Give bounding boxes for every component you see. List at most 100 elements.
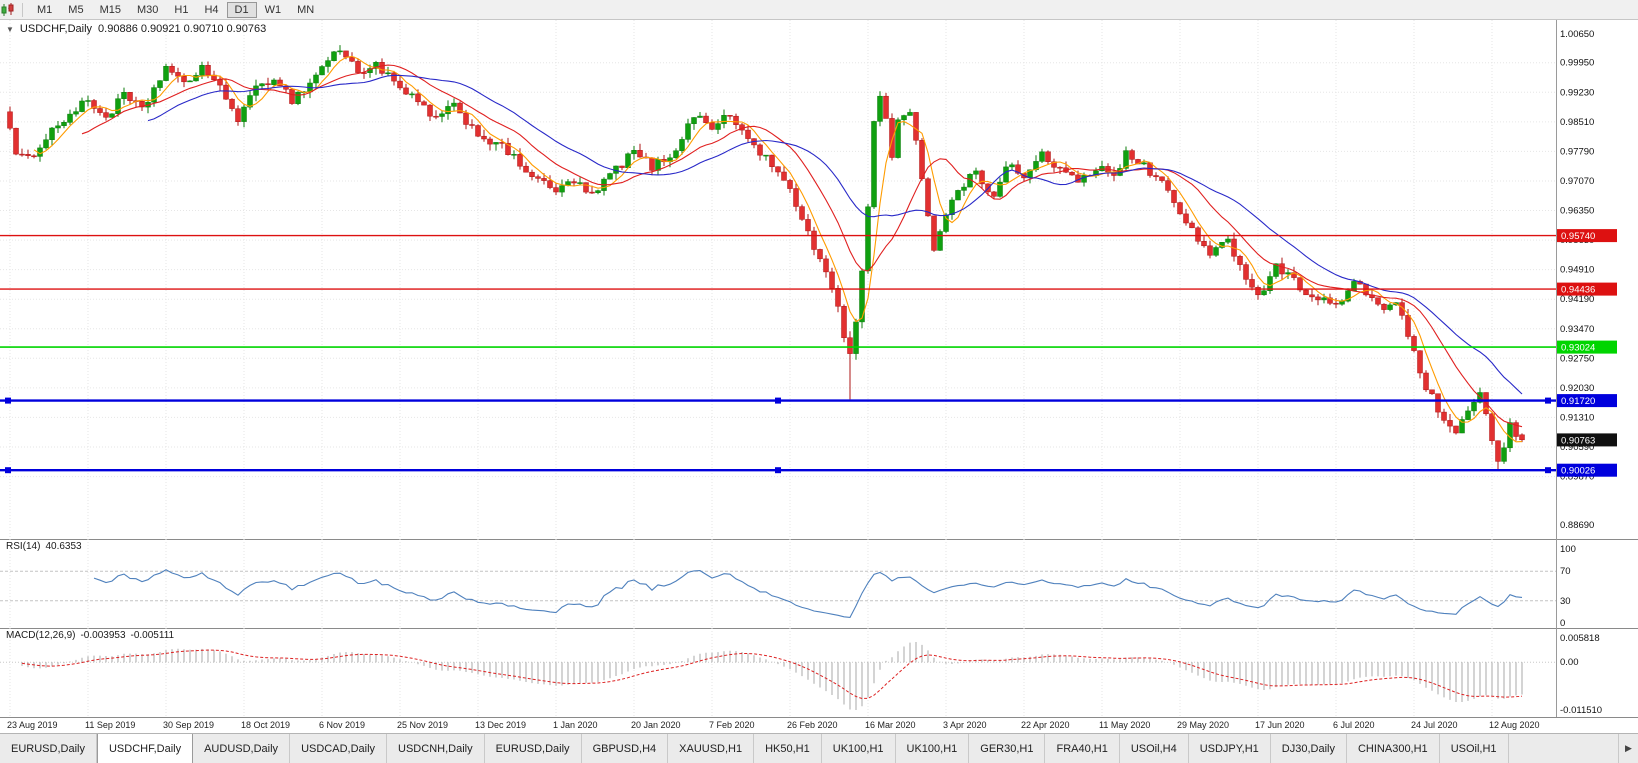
macd-panel[interactable]: 0.005818 0.00 -0.011510	[0, 628, 1638, 717]
chart-tab-XAUUSD-H1[interactable]: XAUUSD,H1	[668, 734, 755, 763]
macd-signal-value: -0.005111	[130, 630, 175, 641]
date-label: 26 Feb 2020	[787, 720, 838, 730]
chart-symbol-label: USDCHF,Daily	[19, 23, 93, 35]
price-badge: 0.95740	[1557, 229, 1617, 243]
price-axis-label: 0.93470	[1560, 324, 1594, 335]
timeframe-button-M5[interactable]: M5	[68, 3, 84, 16]
rsi-current-value: 40.6353	[45, 541, 82, 552]
date-label: 20 Jan 2020	[631, 720, 681, 730]
macd-axis-label: 0.00	[1560, 657, 1579, 668]
tab-scroll-right-button[interactable]: ▶	[1618, 734, 1638, 763]
date-label: 23 Aug 2019	[7, 720, 58, 730]
rsi-name: RSI(14)	[6, 541, 41, 552]
ma-slow-line	[147, 74, 1523, 395]
svg-text:0.95740: 0.95740	[1561, 231, 1595, 242]
rsi-line	[93, 569, 1523, 618]
rsi-axis-label: 70	[1560, 566, 1571, 577]
date-label: 6 Nov 2019	[319, 720, 366, 730]
line-handle[interactable]	[5, 397, 11, 404]
macd-indicator-label: MACD(12,26,9) -0.003953 -0.005111	[6, 630, 174, 641]
timeframe-button-M1[interactable]: M1	[37, 3, 53, 16]
macd-axis-label: -0.011510	[1560, 705, 1602, 716]
price-badge: 0.93024	[1557, 340, 1617, 354]
chart-tab-FRA40-H1[interactable]: FRA40,H1	[1045, 734, 1120, 763]
date-label: 22 Apr 2020	[1021, 720, 1070, 730]
chart-tab-EURUSD-Daily[interactable]: EURUSD,Daily	[485, 734, 582, 763]
date-label: 30 Sep 2019	[163, 720, 215, 730]
macd-histogram	[21, 642, 1523, 710]
date-label: 12 Aug 2020	[1489, 720, 1540, 730]
chart-tab-CHINA300-H1[interactable]: CHINA300,H1	[1347, 734, 1440, 763]
date-label: 3 Apr 2020	[943, 720, 987, 730]
expand-triangle-icon[interactable]: ▼	[6, 24, 14, 34]
main-price-chart[interactable]: 1.00650 0.99950 0.99230 0.98510 0.97790 0.970…	[0, 20, 1638, 539]
chart-tab-USDCHF-Daily[interactable]: USDCHF,Daily	[96, 734, 194, 763]
line-handle[interactable]	[775, 467, 781, 474]
price-axis[interactable]: 1.00650 0.99950 0.99230 0.98510 0.97790 0.970…	[1556, 20, 1595, 539]
macd-name: MACD(12,26,9)	[6, 630, 76, 641]
line-handle[interactable]	[1545, 397, 1551, 404]
macd-current-value: -0.003953	[80, 630, 126, 641]
price-axis-label: 0.97790	[1560, 146, 1594, 157]
candlestick-series	[7, 45, 1525, 470]
chart-tab-UK100-H1[interactable]: UK100,H1	[822, 734, 896, 763]
chart-tab-GBPUSD-H4[interactable]: GBPUSD,H4	[582, 734, 669, 763]
price-badge: 0.90026	[1557, 463, 1617, 477]
price-axis-label: 0.98510	[1560, 117, 1594, 128]
candlestick-chart-icon	[1, 2, 14, 16]
date-label: 17 Jun 2020	[1255, 720, 1305, 730]
price-badges: 0.95740 0.94436 0.93024 0.91720 0.90026 0.907…	[1557, 229, 1617, 477]
date-label: 11 Sep 2019	[85, 720, 136, 730]
chart-tab-USOil-H1[interactable]: USOil,H1	[1440, 734, 1509, 763]
line-handle[interactable]	[5, 467, 11, 474]
price-axis-label: 0.90590	[1560, 442, 1594, 453]
date-label: 18 Oct 2019	[241, 720, 291, 730]
price-axis-label: 0.94910	[1560, 265, 1594, 276]
svg-text:0.91720: 0.91720	[1561, 396, 1595, 407]
date-label: 1 Jan 2020	[553, 720, 598, 730]
chart-tab-USDCNH-Daily[interactable]: USDCNH,Daily	[387, 734, 485, 763]
date-label: 6 Jul 2020	[1333, 720, 1375, 730]
chart-tab-HK50-H1[interactable]: HK50,H1	[754, 734, 822, 763]
timeframe-button-M30[interactable]: M30	[136, 3, 159, 16]
chart-tab-GER30-H1[interactable]: GER30,H1	[969, 734, 1046, 763]
date-label: 16 Mar 2020	[865, 720, 916, 730]
svg-text:0.90026: 0.90026	[1561, 466, 1595, 477]
price-axis-label: 0.94190	[1560, 294, 1594, 305]
chart-tab-USDJPY-H1[interactable]: USDJPY,H1	[1189, 734, 1271, 763]
hline-0.91720[interactable]	[0, 397, 1556, 404]
price-axis-label: 0.92750	[1560, 353, 1594, 364]
timeframe-button-M15[interactable]: M15	[99, 3, 121, 16]
price-axis-label: 0.88690	[1560, 520, 1594, 531]
price-axis-label: 0.99230	[1560, 87, 1594, 98]
date-label: 11 May 2020	[1099, 720, 1151, 730]
time-axis[interactable]: 23 Aug 2019 11 Sep 2019 30 Sep 2019 18 Oct …	[0, 717, 1638, 733]
timeframe-toolbar: ▾ M1 M5 M15 M30 H1 H4 D1 W1 MN	[0, 0, 1638, 20]
price-axis-label: 1.00650	[1560, 29, 1594, 40]
timeframe-button-D1[interactable]: D1	[226, 1, 257, 18]
hline-0.90026[interactable]	[0, 467, 1556, 474]
price-badge: 0.94436	[1557, 282, 1617, 296]
rsi-panel[interactable]: 100 70 30 0	[0, 539, 1638, 628]
chart-tab-USOil-H4[interactable]: USOil,H4	[1120, 734, 1189, 763]
timeframe-button-H4[interactable]: H4	[204, 3, 219, 16]
chart-tab-EURUSD-Daily[interactable]: EURUSD,Daily	[0, 734, 97, 763]
timeframe-button-MN[interactable]: MN	[297, 3, 315, 16]
chart-tab-AUDUSD-Daily[interactable]: AUDUSD,Daily	[193, 734, 291, 763]
line-handle[interactable]	[1545, 467, 1551, 474]
svg-text:0.93024: 0.93024	[1561, 343, 1595, 354]
line-handle[interactable]	[775, 397, 781, 404]
timeframe-button-H1[interactable]: H1	[174, 3, 189, 16]
svg-text:0.94436: 0.94436	[1561, 285, 1595, 296]
price-axis-label: 0.97070	[1560, 176, 1594, 187]
chart-tab-DJ30-Daily[interactable]: DJ30,Daily	[1271, 734, 1347, 763]
price-axis-label: 0.91310	[1560, 412, 1594, 423]
ma-fast-line	[33, 55, 1523, 443]
chart-tab-UK100-H1[interactable]: UK100,H1	[896, 734, 970, 763]
timeframe-button-W1[interactable]: W1	[264, 3, 282, 16]
date-label: 24 Jul 2020	[1411, 720, 1458, 730]
price-axis-label: 0.92030	[1560, 383, 1594, 394]
chart-type-dropdown[interactable]: ▾	[1, 2, 16, 16]
date-label: 13 Dec 2019	[475, 720, 527, 730]
chart-tab-USDCAD-Daily[interactable]: USDCAD,Daily	[290, 734, 388, 763]
